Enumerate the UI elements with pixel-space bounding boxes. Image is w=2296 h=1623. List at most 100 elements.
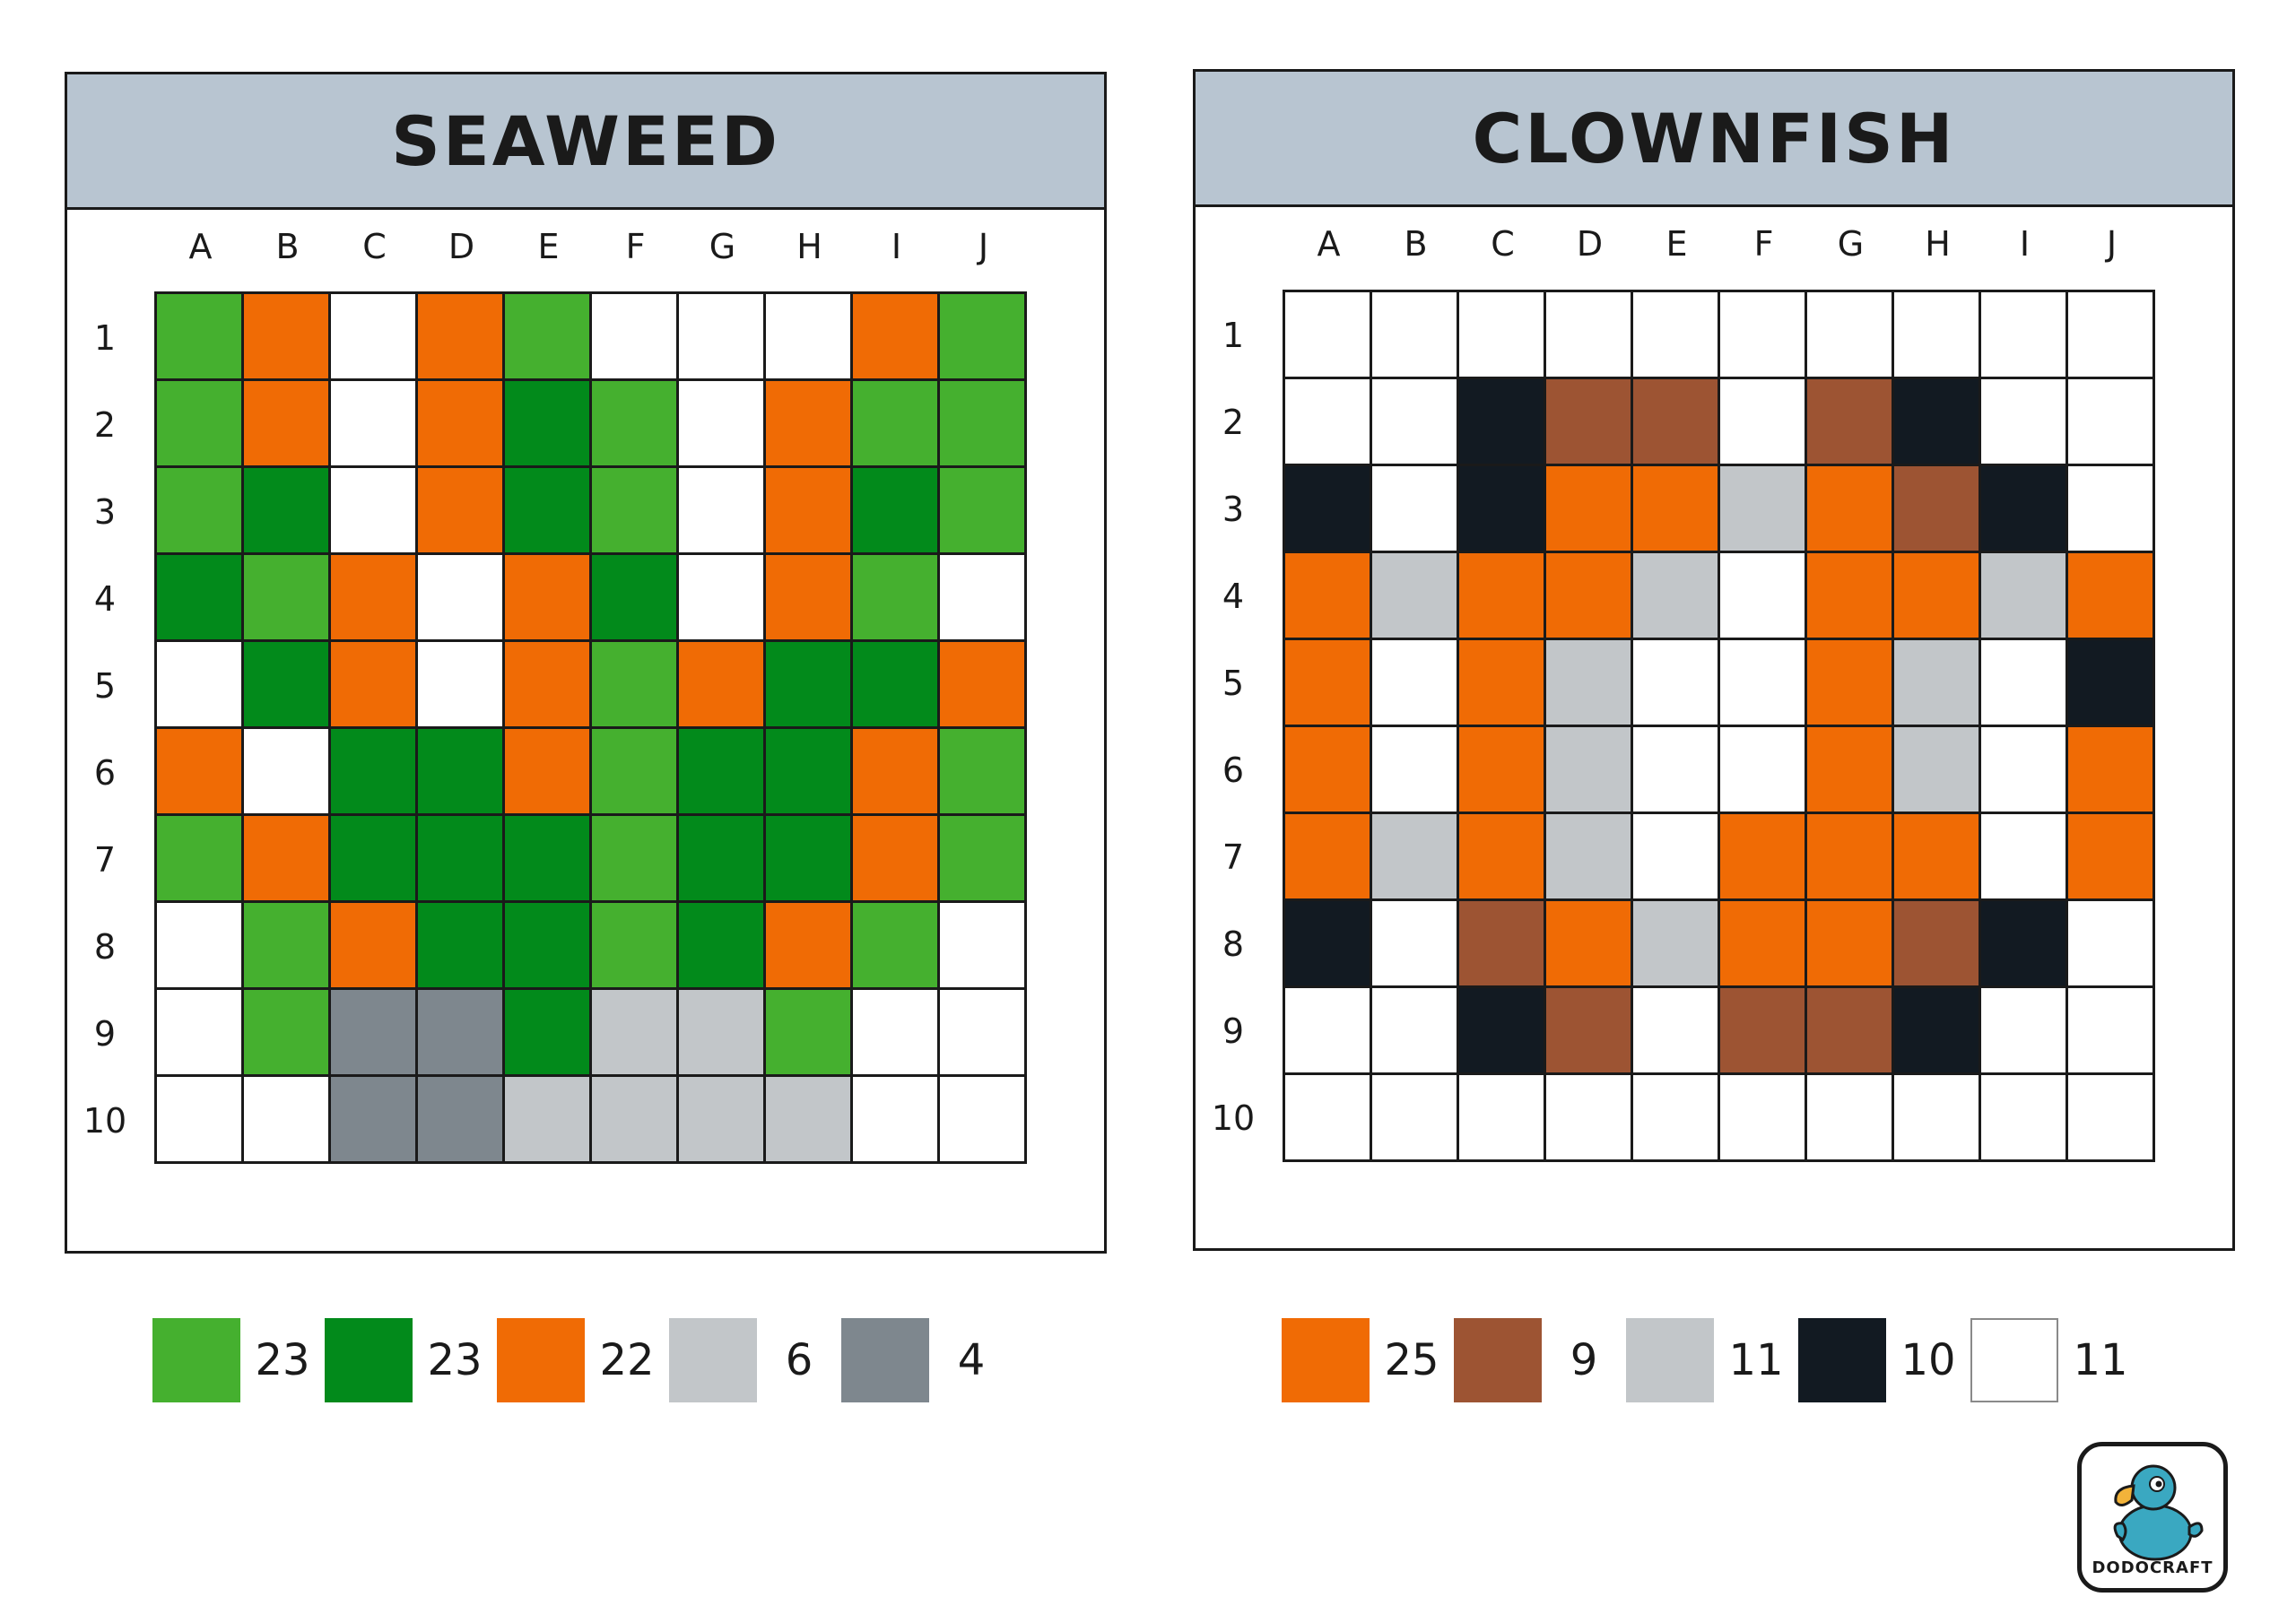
clownfish-cell [1894,814,1981,901]
seaweed-cell [418,903,505,990]
clownfish-column-label: A [1317,224,1341,264]
clownfish-cell [1372,901,1459,988]
seaweed-cell [331,990,418,1077]
clownfish-column-label: B [1404,224,1428,264]
legend-swatch [1282,1318,1370,1402]
clownfish-cell [1372,988,1459,1075]
clownfish-row-label: 7 [1222,838,1245,877]
clownfish-cell [1807,466,1894,553]
legend-item: 22 [497,1318,669,1402]
seaweed-cell [592,381,679,468]
clownfish-cell [1981,901,2068,988]
seaweed-row-label: 10 [83,1101,127,1141]
clownfish-cell [1894,727,1981,814]
seaweed-row-label: 6 [93,753,117,793]
clownfish-row-label: 10 [1211,1098,1256,1138]
seaweed-cell [331,555,418,642]
clownfish-cell [1981,466,2068,553]
seaweed-row-label: 9 [93,1014,117,1054]
seaweed-cell [940,642,1027,729]
seaweed-cell [331,1077,418,1164]
clownfish-cell [1633,379,1720,466]
clownfish-cell [1981,292,2068,379]
seaweed-cell [331,816,418,903]
clownfish-cell [1894,466,1981,553]
seaweed-cell [766,555,853,642]
legend-swatch [325,1318,413,1402]
seaweed-cell [592,729,679,816]
clownfish-cell [1981,988,2068,1075]
clownfish-cell [1546,727,1633,814]
clownfish-row-label: 3 [1222,490,1245,529]
seaweed-cell [244,729,331,816]
clownfish-cell [1981,814,2068,901]
seaweed-cell [592,990,679,1077]
clownfish-cell [1720,553,1807,640]
seaweed-cell [331,642,418,729]
legend-swatch [1454,1318,1542,1402]
clownfish-cell [1633,727,1720,814]
seaweed-legend: 23 23 22 6 4 [152,1318,1013,1402]
clownfish-cell [1459,814,1546,901]
seaweed-cell [505,642,592,729]
legend-count: 11 [1728,1335,1784,1385]
seaweed-cell [679,1077,766,1164]
clownfish-cell [1459,901,1546,988]
clownfish-cell [1546,553,1633,640]
clownfish-cell [1894,379,1981,466]
clownfish-cell [1285,553,1372,640]
clownfish-cell [2068,379,2155,466]
legend-count: 6 [785,1335,813,1385]
clownfish-cell [1459,466,1546,553]
seaweed-cell [766,729,853,816]
seaweed-cell [940,729,1027,816]
seaweed-column-label: J [978,227,989,266]
seaweed-cell [940,381,1027,468]
clownfish-cell [1981,727,2068,814]
seaweed-cell [505,990,592,1077]
clownfish-cell [1372,466,1459,553]
clownfish-cell [1720,292,1807,379]
legend-swatch [669,1318,757,1402]
seaweed-cell [244,642,331,729]
clownfish-header: CLOWNFISH [1196,72,2232,207]
clownfish-cell [2068,727,2155,814]
legend-count: 22 [599,1335,655,1385]
clownfish-column-label: G [1837,224,1865,264]
clownfish-row-label: 5 [1222,664,1245,703]
clownfish-cell [1372,814,1459,901]
dodocraft-logo: DODOCRAFT [2077,1442,2228,1593]
seaweed-cell [157,294,244,381]
clownfish-grid [1283,290,2155,1162]
clownfish-row-label: 2 [1222,403,1245,442]
legend-item: 23 [152,1318,325,1402]
clownfish-column-label: I [2019,224,2031,264]
legend-item: 4 [841,1318,1013,1402]
clownfish-cell [1546,1075,1633,1162]
seaweed-cell [331,903,418,990]
clownfish-legend: 25 9 11 10 11 [1282,1318,2143,1402]
seaweed-cell [766,381,853,468]
dodo-bird-icon [2113,1464,2204,1561]
seaweed-cell [244,816,331,903]
seaweed-row-label: 1 [93,318,117,358]
clownfish-cell [1981,640,2068,727]
clownfish-cell [1720,1075,1807,1162]
seaweed-row-label: 2 [93,405,117,445]
legend-count: 11 [2073,1335,2128,1385]
clownfish-cell [1459,292,1546,379]
clownfish-cell [1633,466,1720,553]
clownfish-row-label: 4 [1222,577,1245,616]
legend-item: 11 [1626,1318,1798,1402]
seaweed-cell [679,381,766,468]
seaweed-row-label: 5 [93,666,117,706]
seaweed-cell [766,990,853,1077]
legend-swatch [841,1318,929,1402]
seaweed-cell [505,381,592,468]
clownfish-cell [1633,640,1720,727]
clownfish-row-label: 8 [1222,924,1245,964]
clownfish-cell [2068,1075,2155,1162]
seaweed-cell [679,555,766,642]
seaweed-cell [853,903,940,990]
seaweed-cell [592,294,679,381]
